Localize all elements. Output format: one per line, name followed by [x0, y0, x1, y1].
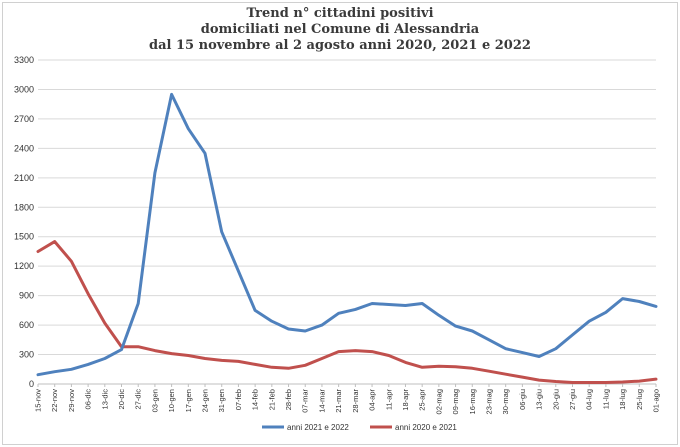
x-tick-label: 18-apr [401, 389, 410, 411]
x-tick-label: 02-mag [434, 389, 443, 414]
x-tick-label: 21-feb [267, 389, 276, 410]
series-line [36, 92, 658, 377]
x-tick-label: 11-lug [601, 389, 610, 409]
y-tick-label: 2700 [14, 114, 34, 124]
x-tick-label: 22-nov [50, 389, 59, 412]
y-tick-label: 0 [29, 379, 34, 389]
x-tick-label: 27-giu [568, 389, 577, 410]
x-tick-label: 15-nov [34, 389, 43, 412]
x-tick-label: 14-feb [251, 389, 260, 410]
y-tick-label: 900 [19, 291, 34, 301]
y-tick-label: 600 [19, 320, 34, 330]
x-tick-label: 23-mag [484, 389, 493, 414]
x-tick-label: 10-gen [167, 389, 176, 412]
y-tick-label: 1500 [14, 232, 34, 242]
x-tick-label: 07-feb [234, 389, 243, 410]
series-line [36, 240, 658, 384]
legend-label: anni 2020 e 2021 [395, 423, 457, 432]
chart-title: Trend n° cittadini positivi [246, 6, 434, 21]
x-tick-label: 06-giu [518, 389, 527, 410]
x-tick-label: 25-apr [418, 389, 427, 411]
y-tick-label: 1200 [14, 261, 34, 271]
legend-label: anni 2021 e 2022 [287, 423, 349, 432]
x-tick-label: 09-mag [451, 389, 460, 414]
x-tick-label: 07-mar [301, 389, 310, 413]
chart-subtitle: domiciliati nel Comune di Alessandria [200, 22, 480, 37]
x-tick-label: 30-mag [501, 389, 510, 414]
y-tick-label: 3000 [14, 84, 34, 94]
y-tick-label: 1800 [14, 202, 34, 212]
x-tick-label: 11-apr [384, 388, 393, 410]
x-tick-label: 20-dic [117, 389, 126, 410]
y-tick-label: 2100 [14, 173, 34, 183]
x-tick-label: 01-ago [652, 389, 661, 412]
x-tick-label: 21-mar [334, 389, 343, 413]
x-tick-label: 28-mar [351, 389, 360, 413]
x-tick-label: 25-lug [635, 389, 644, 410]
x-tick-label: 13-giu [535, 389, 544, 410]
x-tick-label: 04-apr [368, 389, 377, 411]
x-tick-label: 20-giu [551, 389, 560, 410]
x-tick-label: 17-gen [184, 389, 193, 412]
x-tick-label: 03-gen [150, 389, 159, 412]
y-tick-label: 2400 [14, 143, 34, 153]
x-tick-label: 13-dic [100, 389, 109, 410]
x-tick-label: 31-gen [217, 389, 226, 412]
x-tick-label: 18-lug [618, 389, 627, 410]
x-tick-label: 28-feb [284, 389, 293, 410]
y-tick-label: 3300 [14, 55, 34, 65]
x-tick-label: 16-mag [468, 389, 477, 414]
x-tick-label: 06-dic [84, 389, 93, 410]
chart-subtitle-period: dal 15 novembre al 2 agosto anni 2020, 2… [149, 38, 531, 53]
y-tick-label: 300 [19, 350, 34, 360]
x-tick-label: 14-mar [317, 389, 326, 413]
x-tick-label: 24-gen [201, 389, 210, 412]
x-tick-label: 27-dic [134, 389, 143, 410]
x-tick-label: 04-lug [585, 389, 594, 410]
x-tick-label: 29-nov [67, 389, 76, 412]
